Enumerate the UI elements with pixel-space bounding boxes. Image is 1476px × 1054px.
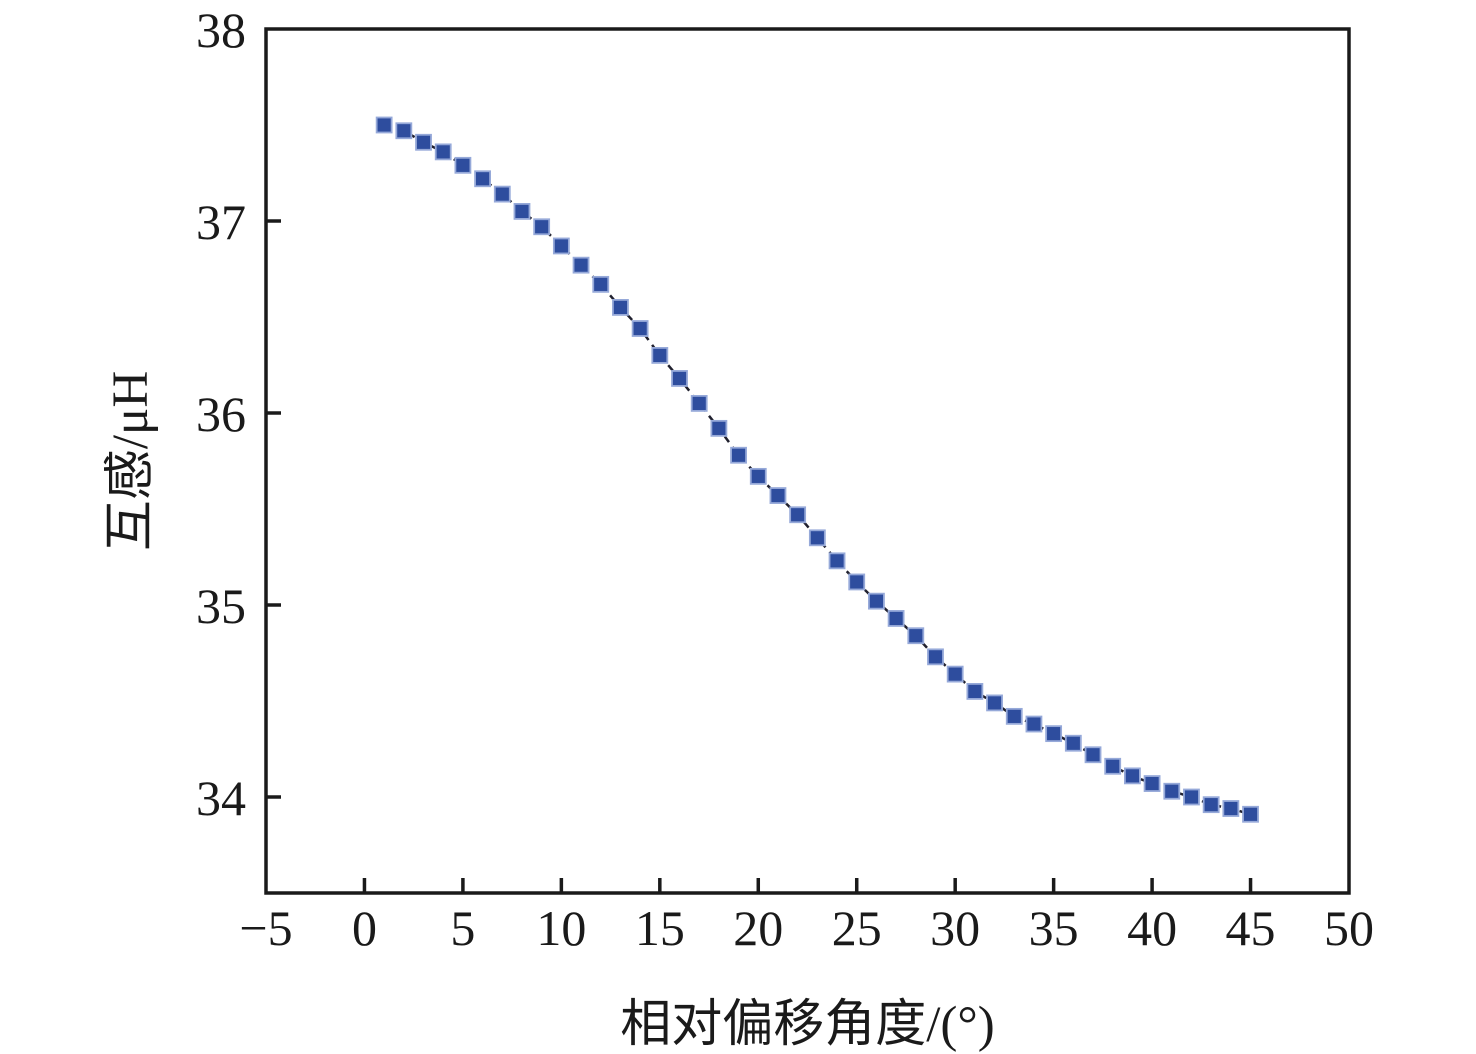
x-tick-label: 15 (635, 900, 685, 956)
data-point-marker (651, 346, 669, 364)
data-point-marker (395, 122, 413, 140)
data-point-marker (1124, 767, 1141, 785)
data-point-marker (710, 419, 728, 437)
data-point-marker (946, 665, 964, 683)
x-tick-label: 45 (1226, 900, 1276, 956)
data-point-marker (749, 467, 767, 485)
data-point-marker (592, 275, 610, 293)
x-tick-label: 10 (536, 900, 586, 956)
data-point-marker (927, 648, 944, 666)
data-point-marker (474, 170, 492, 188)
data-point-marker (769, 487, 787, 504)
x-tick-label: 5 (450, 900, 475, 956)
data-point-marker (848, 573, 866, 591)
data-point-marker (513, 202, 531, 220)
x-axis-title: 相对偏移角度/(°) (620, 997, 995, 1053)
data-point-marker (1163, 782, 1181, 800)
data-point-marker (986, 694, 1003, 712)
data-point-marker (1084, 746, 1102, 764)
data-point-marker (1143, 775, 1161, 792)
data-point-marker (1202, 796, 1220, 814)
data-point-marker (612, 298, 629, 316)
data-point-marker (789, 506, 807, 524)
plot-border (264, 27, 1351, 895)
data-point-marker (533, 218, 551, 236)
y-axis-title: 互感/μH (103, 370, 159, 552)
data-point-marker (631, 320, 649, 337)
data-point-marker (1222, 800, 1240, 817)
data-point-marker (572, 256, 590, 274)
y-tick-label: 37 (196, 194, 246, 250)
data-point-marker (1045, 725, 1063, 743)
data-point-marker (415, 133, 432, 151)
data-point-marker (868, 592, 885, 610)
data-point-marker (730, 446, 747, 464)
data-point-marker (552, 237, 570, 255)
x-tick-label: 0 (352, 900, 377, 956)
x-tick-label: 50 (1324, 900, 1374, 956)
x-tick-label: 30 (930, 900, 980, 956)
y-tick-label: 38 (196, 2, 246, 58)
data-point-marker (434, 143, 452, 161)
data-point-marker (966, 683, 984, 700)
data-point-marker (887, 610, 905, 627)
data-point-marker (375, 116, 393, 134)
x-tick-label: 25 (832, 900, 882, 956)
data-point-marker (1064, 734, 1082, 752)
y-tick-label: 34 (196, 770, 246, 826)
y-tick-label: 35 (196, 578, 246, 634)
data-point-marker (1025, 715, 1043, 733)
x-tick-label: 35 (1029, 900, 1079, 956)
x-tick-label: −5 (239, 900, 292, 956)
y-tick-label: 36 (196, 386, 246, 442)
data-point-marker (1005, 707, 1023, 725)
data-point-marker (1104, 757, 1122, 775)
data-point-marker (1242, 805, 1259, 823)
data-point-marker (1183, 788, 1200, 806)
data-point-marker (690, 394, 708, 412)
x-tick-label: 40 (1127, 900, 1177, 956)
x-tick-label: 20 (733, 900, 783, 956)
data-point-marker (907, 627, 925, 645)
data-point-marker (828, 552, 846, 570)
data-point-marker (454, 156, 472, 174)
data-point-marker (493, 185, 511, 203)
data-point-marker (808, 529, 826, 547)
data-point-marker (671, 370, 688, 387)
